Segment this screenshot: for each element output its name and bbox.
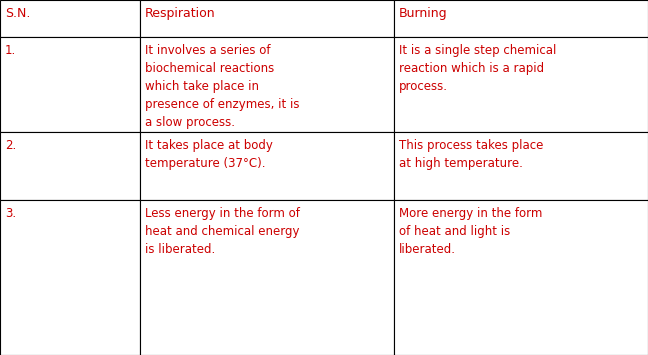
Text: Less energy in the form of
heat and chemical energy
is liberated.: Less energy in the form of heat and chem… [145, 207, 300, 256]
Bar [394, 37, 648, 132]
Text: Burning: Burning [399, 7, 448, 20]
Text: This process takes place
at high temperature.: This process takes place at high tempera… [399, 139, 544, 170]
Bar [140, 0, 394, 37]
Text: 1.: 1. [5, 44, 16, 57]
Bar [0, 0, 140, 37]
Text: It takes place at body
temperature (37°C).: It takes place at body temperature (37°C… [145, 139, 273, 170]
Bar [0, 132, 140, 200]
Bar [140, 37, 394, 132]
Bar [140, 132, 394, 200]
Bar [0, 37, 140, 132]
Text: It is a single step chemical
reaction which is a rapid
process.: It is a single step chemical reaction wh… [399, 44, 557, 93]
Text: 2.: 2. [5, 139, 16, 152]
Bar [140, 200, 394, 355]
Bar [394, 132, 648, 200]
Bar [394, 200, 648, 355]
Text: 3.: 3. [5, 207, 16, 220]
Bar [0, 200, 140, 355]
Text: It involves a series of
biochemical reactions
which take place in
presence of en: It involves a series of biochemical reac… [145, 44, 299, 129]
Text: Respiration: Respiration [145, 7, 216, 20]
Text: More energy in the form
of heat and light is
liberated.: More energy in the form of heat and ligh… [399, 207, 542, 256]
Bar [394, 0, 648, 37]
Text: S.N.: S.N. [5, 7, 30, 20]
